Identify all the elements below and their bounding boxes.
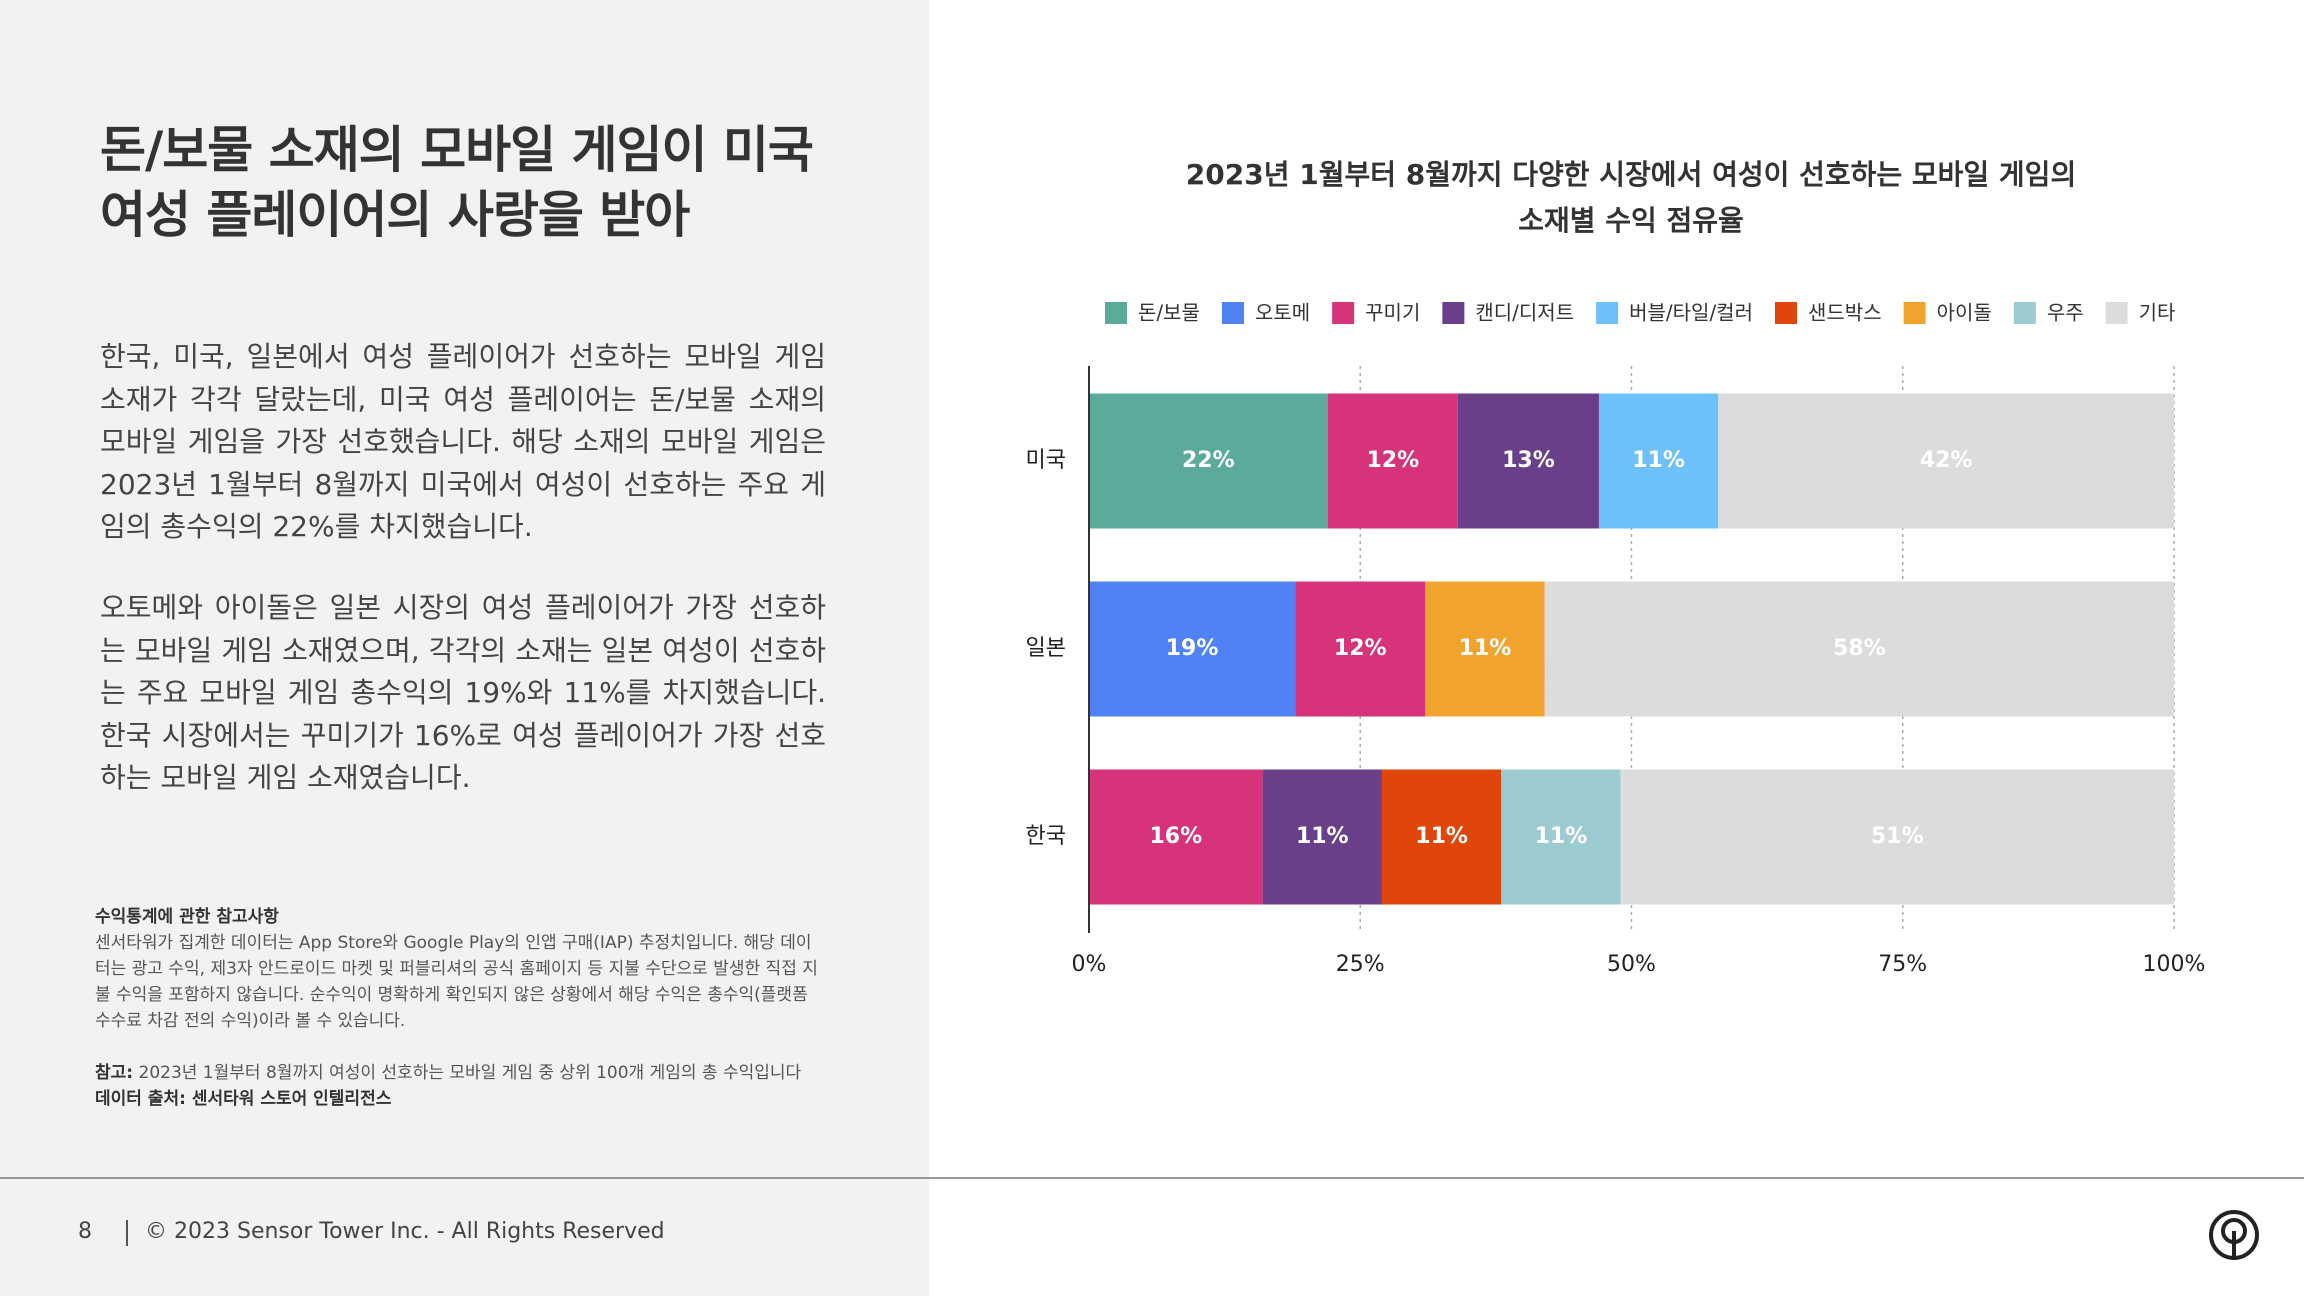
value-label: 58% — [1833, 636, 1886, 661]
chart-title: 2023년 1월부터 8월까지 다양한 시장에서 여성이 선호하는 모바일 게임… — [1186, 158, 2076, 191]
legend-swatch — [1105, 302, 1127, 324]
x-tick-label: 25% — [1336, 952, 1385, 977]
reference: 2023년 1월부터 8월까지 여성이 선호하는 모바일 게임 중 상위 100… — [138, 1063, 802, 1083]
data-source: 데이터 출처: 센서타워 스토어 인텔리전스 — [95, 1089, 392, 1109]
x-tick-label: 0% — [1072, 952, 1107, 977]
legend-swatch — [1442, 302, 1465, 324]
title-line: 돈/보물 소재의 모바일 게임이 미국 — [100, 121, 814, 179]
x-tick-label: 50% — [1607, 952, 1656, 977]
legend-label: 기타 — [2139, 301, 2176, 325]
legend-swatch — [1221, 302, 1244, 324]
notes-text: 센서타워가 집계한 데이터는 App Store와 Google Play의 인… — [95, 933, 818, 1031]
legend-label: 캔디/디저트 — [1475, 301, 1574, 325]
legend-swatch — [1332, 302, 1355, 324]
legend-swatch — [2105, 302, 2128, 324]
bar-segment — [1544, 581, 2174, 717]
bar-segment — [1620, 769, 2174, 905]
reference-label: 참고: — [95, 1063, 134, 1083]
bar-segment — [1089, 393, 1328, 529]
value-label: 51% — [1871, 824, 1924, 849]
bar-segment — [1381, 769, 1502, 905]
x-tick-label: 75% — [1878, 952, 1927, 977]
bar-segment — [1327, 393, 1458, 529]
x-tick-label: 100% — [2143, 952, 2206, 977]
category-label: 미국 — [1026, 448, 1066, 473]
paragraph: 한국, 미국, 일본에서 여성 플레이어가 선호하는 모바일 게임 소재가 각각… — [100, 340, 826, 543]
notes: 수익통계에 관한 참고사항 센서타워가 집계한 데이터는 App Store와 … — [95, 904, 827, 1112]
legend-label: 오토메 — [1255, 301, 1310, 325]
slide-title: 돈/보물 소재의 모바일 게임이 미국 여성 플레이어의 사랑을 받아 — [100, 118, 814, 248]
legend-label: 버블/타일/컬러 — [1629, 301, 1753, 325]
legend-swatch — [1903, 302, 1926, 324]
bar-segment — [1598, 393, 1719, 529]
bar-segment — [1501, 769, 1621, 905]
value-label: 16% — [1149, 824, 1202, 849]
legend-label: 샌드박스 — [1808, 301, 1882, 325]
page-number: 8 — [78, 1219, 92, 1244]
copyright: © 2023 Sensor Tower Inc. - All Rights Re… — [145, 1219, 665, 1244]
value-label: 11% — [1415, 824, 1468, 849]
value-label: 11% — [1296, 824, 1349, 849]
value-label: 22% — [1182, 448, 1235, 473]
logo — [2209, 1210, 2259, 1260]
footer-rule — [0, 1177, 2304, 1179]
bar-segment — [1089, 581, 1296, 717]
value-label: 12% — [1334, 636, 1387, 661]
notes-heading: 수익통계에 관한 참고사항 — [95, 907, 279, 927]
text-panel: 돈/보물 소재의 모바일 게임이 미국 여성 플레이어의 사랑을 받아 한국, … — [0, 0, 929, 1296]
value-label: 42% — [1920, 448, 1973, 473]
value-label: 12% — [1366, 448, 1419, 473]
bar-segment — [1262, 769, 1382, 905]
value-label: 11% — [1535, 824, 1588, 849]
category-label: 일본 — [1026, 636, 1066, 661]
value-label: 19% — [1166, 636, 1219, 661]
legend-swatch — [1596, 302, 1619, 324]
bar-segment — [1425, 581, 1545, 717]
value-label: 11% — [1459, 636, 1512, 661]
bar-segment — [1457, 393, 1599, 529]
bar-segment — [1089, 769, 1263, 905]
title-line: 여성 플레이어의 사랑을 받아 — [100, 186, 690, 244]
value-label: 11% — [1632, 448, 1685, 473]
chart-title: 소재별 수익 점유율 — [1518, 204, 1744, 237]
legend-label: 아이돌 — [1937, 301, 1992, 325]
category-label: 한국 — [1026, 824, 1066, 849]
paragraph: 오토메와 아이돌은 일본 시장의 여성 플레이어가 가장 선호하는 모바일 게임… — [100, 591, 826, 794]
legend-label: 돈/보물 — [1138, 301, 1200, 325]
bar-segment — [1718, 393, 2174, 529]
legend-swatch — [1775, 302, 1797, 324]
legend-label: 우주 — [2047, 301, 2084, 325]
legend-swatch — [2013, 302, 2036, 324]
separator — [126, 1220, 128, 1246]
bar-segment — [1295, 581, 1426, 717]
legend-label: 꾸미기 — [1365, 301, 1420, 325]
value-label: 13% — [1502, 448, 1555, 473]
